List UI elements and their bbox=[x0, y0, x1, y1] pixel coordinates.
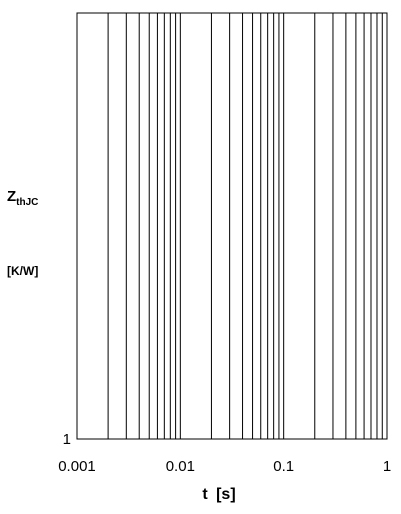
x-tick-label: 0.001 bbox=[58, 458, 96, 475]
y-axis-unit: [K/W] bbox=[7, 264, 39, 278]
grid bbox=[107, 13, 383, 439]
y-axis-label: ZthJC bbox=[7, 188, 39, 208]
plot-frame bbox=[76, 12, 388, 440]
x-tick-label: 1 bbox=[383, 458, 391, 475]
y-axis-label-subscript: thJC bbox=[16, 197, 39, 208]
x-tick-labels: 0.001 0.01 0.1 1 bbox=[58, 458, 391, 475]
y-tick-labels: 1 bbox=[63, 431, 71, 448]
y-tick-label: 1 bbox=[63, 431, 71, 448]
x-tick-label: 0.1 bbox=[273, 458, 294, 475]
x-axis-label-row: t [s] bbox=[0, 486, 401, 504]
x-tick-label: 0.01 bbox=[166, 458, 195, 475]
x-axis-label: t [s] bbox=[202, 486, 236, 503]
